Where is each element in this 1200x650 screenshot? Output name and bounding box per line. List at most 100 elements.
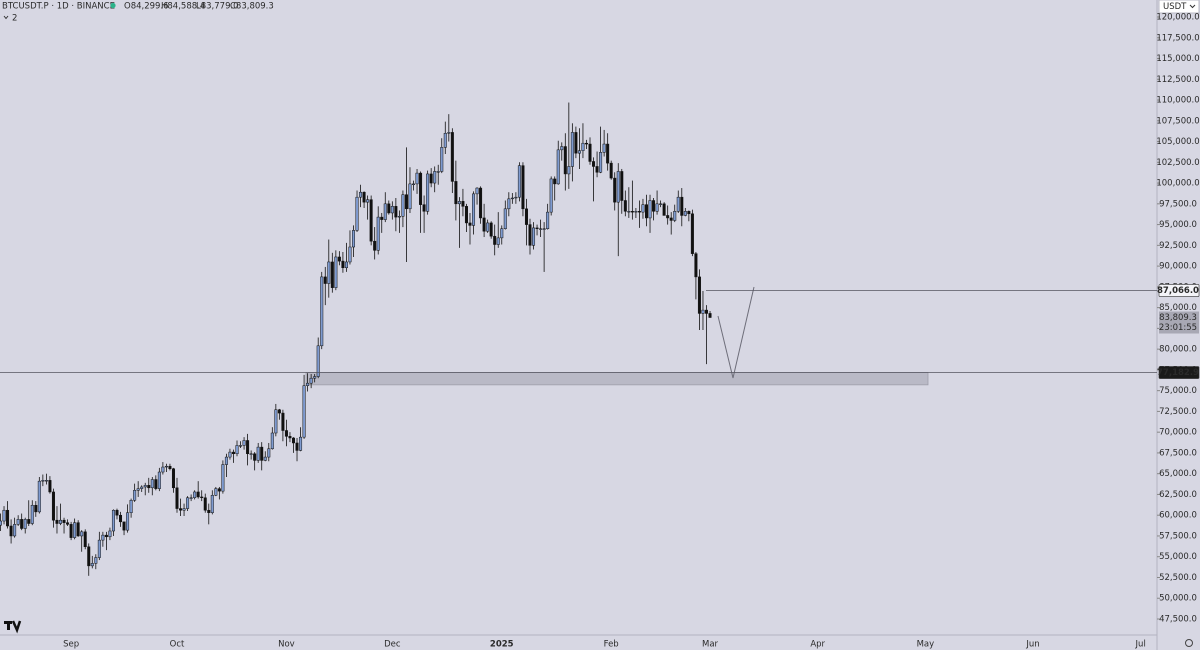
level-box (1158, 366, 1200, 379)
candle-body (260, 446, 264, 461)
candle-body (284, 430, 288, 437)
candle-body (366, 199, 370, 203)
candle-body (239, 445, 243, 447)
candle-body (412, 183, 416, 185)
candle-body (83, 531, 87, 548)
candle-body (627, 211, 631, 213)
candle-body (299, 436, 303, 451)
candle-body (66, 522, 70, 525)
candle-body (606, 143, 610, 164)
candle-body (549, 178, 553, 213)
candle-body (200, 496, 204, 499)
plot: 47,500.0 50,000.0 52,500.0 55,000.0 57,500.0… (0, 12, 1200, 650)
candle-body (20, 519, 24, 529)
currency-chevron (1189, 4, 1196, 9)
candle-body (246, 440, 250, 455)
candle-body (440, 147, 444, 172)
x-tick-label: Jul (1135, 640, 1146, 650)
candle-body (708, 313, 712, 318)
candle-body (447, 132, 451, 134)
last-price-label: 83,809.3 (1159, 313, 1197, 323)
candle-body (90, 563, 94, 567)
y-tick-label: 92,500.0 (1159, 241, 1197, 251)
indicator-count[interactable]: 2 (12, 14, 17, 24)
candle-body (535, 227, 539, 229)
y-tick-label: 97,500.0 (1159, 199, 1197, 209)
candle-body (683, 211, 687, 216)
currency-select[interactable] (1158, 0, 1200, 14)
candle-body (150, 479, 154, 489)
candle-body (666, 215, 670, 219)
candle-body (510, 197, 514, 200)
candle-body (69, 524, 73, 538)
zone (305, 372, 929, 386)
y-tick-label: 50,000.0 (1159, 594, 1197, 604)
candle-body (369, 199, 373, 242)
candle-body (320, 276, 324, 347)
candle-body (556, 149, 560, 185)
x-tick-label: 2025 (490, 640, 514, 650)
y-tick-label: 90,000.0 (1159, 262, 1197, 272)
candle-body (217, 488, 221, 492)
candle-body (0, 520, 2, 526)
last-price-box (1159, 311, 1199, 334)
candle-body (6, 509, 10, 527)
candle-body (235, 445, 239, 455)
y-tick-label: 95,000.0 (1159, 220, 1197, 230)
candle-body (408, 183, 412, 210)
candle-body (404, 194, 408, 210)
candle-body (362, 191, 366, 203)
candle-body (486, 222, 490, 232)
candle-body (302, 385, 306, 438)
candle-body (415, 172, 419, 185)
candle-body (231, 451, 235, 455)
candle-body (157, 471, 161, 489)
candle-body (341, 260, 345, 269)
candle-body (613, 177, 617, 203)
candle-body (41, 480, 45, 482)
candle-body (637, 211, 641, 213)
candle-body (288, 436, 292, 439)
candle-body (620, 171, 624, 201)
x-tick-label: Mar (702, 640, 719, 650)
candle-body (705, 309, 708, 314)
candle-body (327, 261, 331, 284)
candle-body (401, 194, 405, 217)
candle-body (196, 491, 200, 498)
candle-body (171, 468, 175, 489)
candle-body (387, 203, 391, 214)
candle-body (482, 217, 486, 232)
candle-body (115, 509, 119, 516)
candle-body (574, 132, 578, 154)
candle-body (193, 491, 197, 499)
y-tick-label: 110,000.0 (1156, 96, 1199, 106)
candle-body (104, 534, 108, 538)
candle-body (101, 534, 105, 541)
candle-body (429, 173, 433, 184)
candle-body (37, 480, 41, 513)
candle-body (376, 216, 380, 251)
candle-body (595, 166, 599, 173)
candle-body (337, 256, 341, 262)
candle-body (673, 211, 677, 221)
candle-body (532, 227, 536, 246)
candle-body (316, 345, 320, 377)
candle-body (443, 132, 447, 148)
candle-body (373, 240, 377, 251)
candle-body (599, 152, 603, 173)
candle-body (687, 211, 691, 215)
candle-body (394, 206, 398, 218)
x-tick-label: Nov (278, 640, 295, 650)
settings-icon[interactable] (1185, 639, 1193, 647)
candle-body (111, 509, 115, 532)
candle-body (592, 161, 596, 167)
collapse-chevron[interactable] (3, 15, 9, 20)
x-tick-label: May (917, 640, 935, 650)
candle-body (51, 491, 55, 521)
candle-body (546, 211, 550, 229)
candle-body (560, 146, 564, 151)
candle-body (454, 181, 458, 205)
candle-body (186, 497, 190, 509)
candle-body (584, 142, 588, 145)
